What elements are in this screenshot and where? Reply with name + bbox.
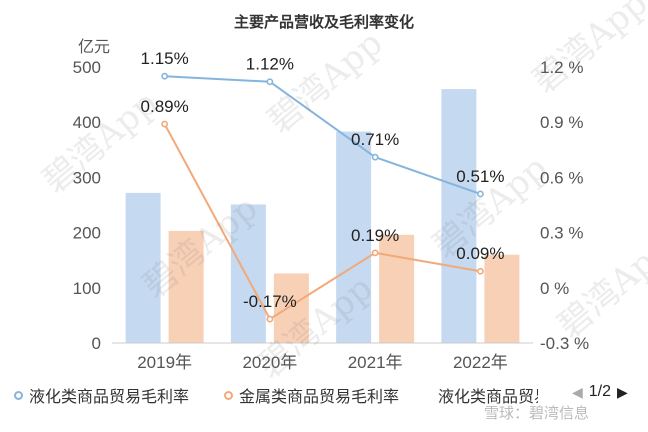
line-point-1-2 bbox=[371, 249, 379, 257]
right-tick-label: 1.2 % bbox=[540, 58, 583, 77]
line-data-labels: 1.15% 1.12% 0.71% 0.51% 0.89% -0.17% 0.19% 0.09… bbox=[141, 49, 505, 311]
right-tick-label: 0.6 % bbox=[540, 168, 583, 187]
category-label: 2021年 bbox=[348, 353, 403, 372]
category-label: 2022年 bbox=[453, 353, 508, 372]
category-label: 2020年 bbox=[242, 353, 297, 372]
line-data-label: 0.51% bbox=[456, 167, 504, 186]
line-series bbox=[161, 72, 484, 323]
left-tick-label: 300 bbox=[73, 168, 101, 187]
line-point-1-1 bbox=[266, 315, 274, 323]
bar-series-1-0 bbox=[168, 230, 204, 343]
legend-marker-icon bbox=[224, 390, 233, 400]
bar-series-1-3 bbox=[484, 254, 520, 343]
legend-label: 液化类商品贸易 bbox=[438, 389, 538, 406]
left-tick-label: 400 bbox=[73, 113, 101, 132]
legend-marker-icon bbox=[14, 390, 23, 400]
watermark-footer: 雪球：碧湾信息 bbox=[484, 405, 590, 422]
line-series-1 bbox=[163, 123, 481, 321]
bar-series-0-2 bbox=[336, 131, 372, 343]
right-tick-label: 0 % bbox=[540, 279, 569, 298]
right-tick-label: -0.3 % bbox=[540, 334, 589, 353]
legend-item-metal-margin[interactable]: 金属类商品贸易毛利率 bbox=[224, 383, 399, 407]
left-axis-unit: 亿元 bbox=[78, 38, 110, 56]
legend-item-lng-margin[interactable]: 液化类商品贸易毛利率 bbox=[14, 383, 189, 407]
left-tick-label: 100 bbox=[73, 279, 101, 298]
category-label: 2019年 bbox=[137, 353, 192, 372]
left-tick-label: 200 bbox=[73, 224, 101, 243]
line-data-label: 0.71% bbox=[351, 130, 399, 149]
line-data-label: 0.19% bbox=[351, 226, 399, 245]
right-tick-label: 0.3 % bbox=[540, 224, 583, 243]
legend-item-lng-revenue[interactable]: 液化类商品贸易 bbox=[432, 383, 538, 407]
line-point-1-0 bbox=[161, 120, 169, 128]
line-point-1-3 bbox=[476, 267, 484, 275]
line-data-label: 1.15% bbox=[141, 49, 189, 68]
bar-series-0-3 bbox=[441, 89, 477, 343]
line-point-0-0 bbox=[161, 72, 169, 80]
bar-series-1-1 bbox=[273, 273, 309, 343]
line-point-0-1 bbox=[266, 78, 274, 86]
bar-series-0-1 bbox=[230, 204, 266, 343]
line-data-label: 1.12% bbox=[246, 55, 294, 74]
bars bbox=[125, 89, 520, 343]
right-tick-label: 0.9 % bbox=[540, 113, 583, 132]
line-series-0 bbox=[164, 75, 481, 195]
left-tick-label: 500 bbox=[73, 58, 101, 77]
pager-next-icon[interactable]: ▶ bbox=[617, 383, 628, 400]
legend-label: 金属类商品贸易毛利率 bbox=[239, 389, 400, 406]
legend-label: 液化类商品贸易毛利率 bbox=[29, 389, 190, 406]
bar-series-1-2 bbox=[379, 234, 415, 343]
category-labels: 2019年 2020年 2021年 2022年 bbox=[137, 353, 508, 372]
line-data-label: 0.89% bbox=[141, 97, 189, 116]
legend: 液化类商品贸易毛利率 金属类商品贸易毛利率 液化类商品贸易 ◀ 1/2 ▶ bbox=[0, 383, 648, 409]
left-axis-ticks: 0 100 200 300 400 500 bbox=[73, 58, 101, 353]
bar-series-0-0 bbox=[125, 192, 161, 343]
chart-title: 主要产品营收及毛利率变化 bbox=[234, 13, 414, 31]
legend-pager: ◀ 1/2 ▶ bbox=[572, 383, 628, 401]
line-point-0-2 bbox=[371, 153, 379, 161]
line-data-label: -0.17% bbox=[243, 292, 297, 311]
pager-prev-icon[interactable]: ◀ bbox=[572, 383, 583, 400]
line-point-0-3 bbox=[476, 190, 484, 198]
pager-text: 1/2 bbox=[588, 383, 612, 400]
right-axis-ticks: -0.3 % 0 % 0.3 % 0.6 % 0.9 % 1.2 % bbox=[540, 58, 589, 353]
left-tick-label: 0 bbox=[92, 334, 101, 353]
line-data-label: 0.09% bbox=[456, 244, 504, 263]
